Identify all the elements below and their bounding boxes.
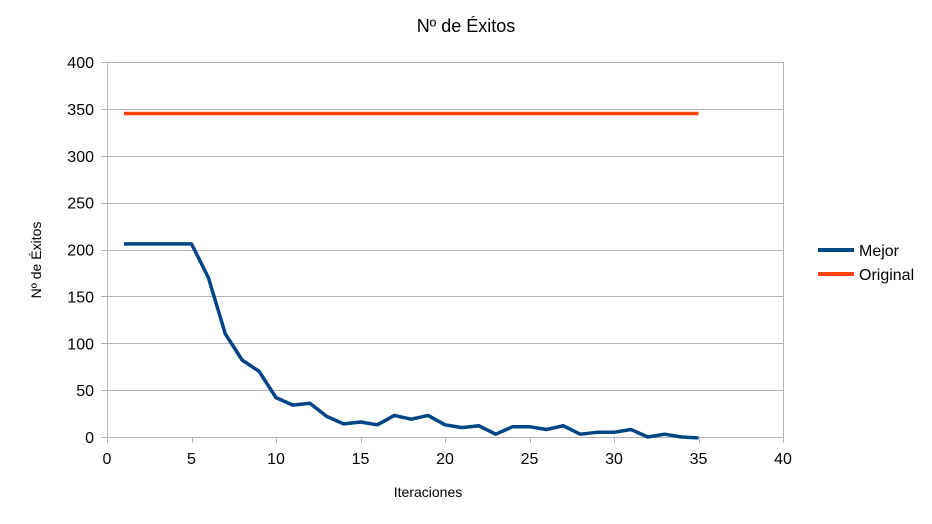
x-tick-label: 0: [103, 451, 112, 468]
series-lines: [123, 111, 699, 440]
legend-label-mejor: Mejor: [859, 243, 900, 260]
tick-labels: 0 50 100 150 200 250 300 350 400 0 5 10 15 20 25 30 35 40: [67, 55, 792, 468]
y-tick-label: 100: [67, 336, 94, 353]
legend-label-original: Original: [859, 267, 914, 284]
chart-title: Nº de Éxitos: [417, 16, 516, 36]
y-tick-label: 0: [85, 430, 94, 447]
y-tick-label: 200: [67, 243, 94, 260]
x-tick-label: 25: [521, 451, 539, 468]
x-tick-label: 10: [267, 451, 285, 468]
y-tick-label: 150: [67, 289, 94, 306]
y-tick-label: 50: [76, 383, 94, 400]
grid: [101, 62, 783, 438]
x-tick-label: 40: [774, 451, 792, 468]
y-tick-label: 350: [67, 102, 94, 119]
x-tick-label: 30: [605, 451, 623, 468]
x-tick-label: 15: [352, 451, 370, 468]
x-tick-label: 20: [436, 451, 454, 468]
y-tick-label: 400: [67, 55, 94, 72]
y-axis-title: Nº de Éxitos: [28, 222, 44, 299]
x-tick-label: 35: [690, 451, 708, 468]
legend: Mejor Original: [818, 243, 914, 284]
x-axis-title: Iteraciones: [394, 484, 462, 500]
y-tick-label: 300: [67, 149, 94, 166]
series-line-mejor: [123, 242, 699, 440]
x-tick-label: 5: [187, 451, 196, 468]
y-tick-label: 250: [67, 196, 94, 213]
axes: [107, 62, 784, 443]
